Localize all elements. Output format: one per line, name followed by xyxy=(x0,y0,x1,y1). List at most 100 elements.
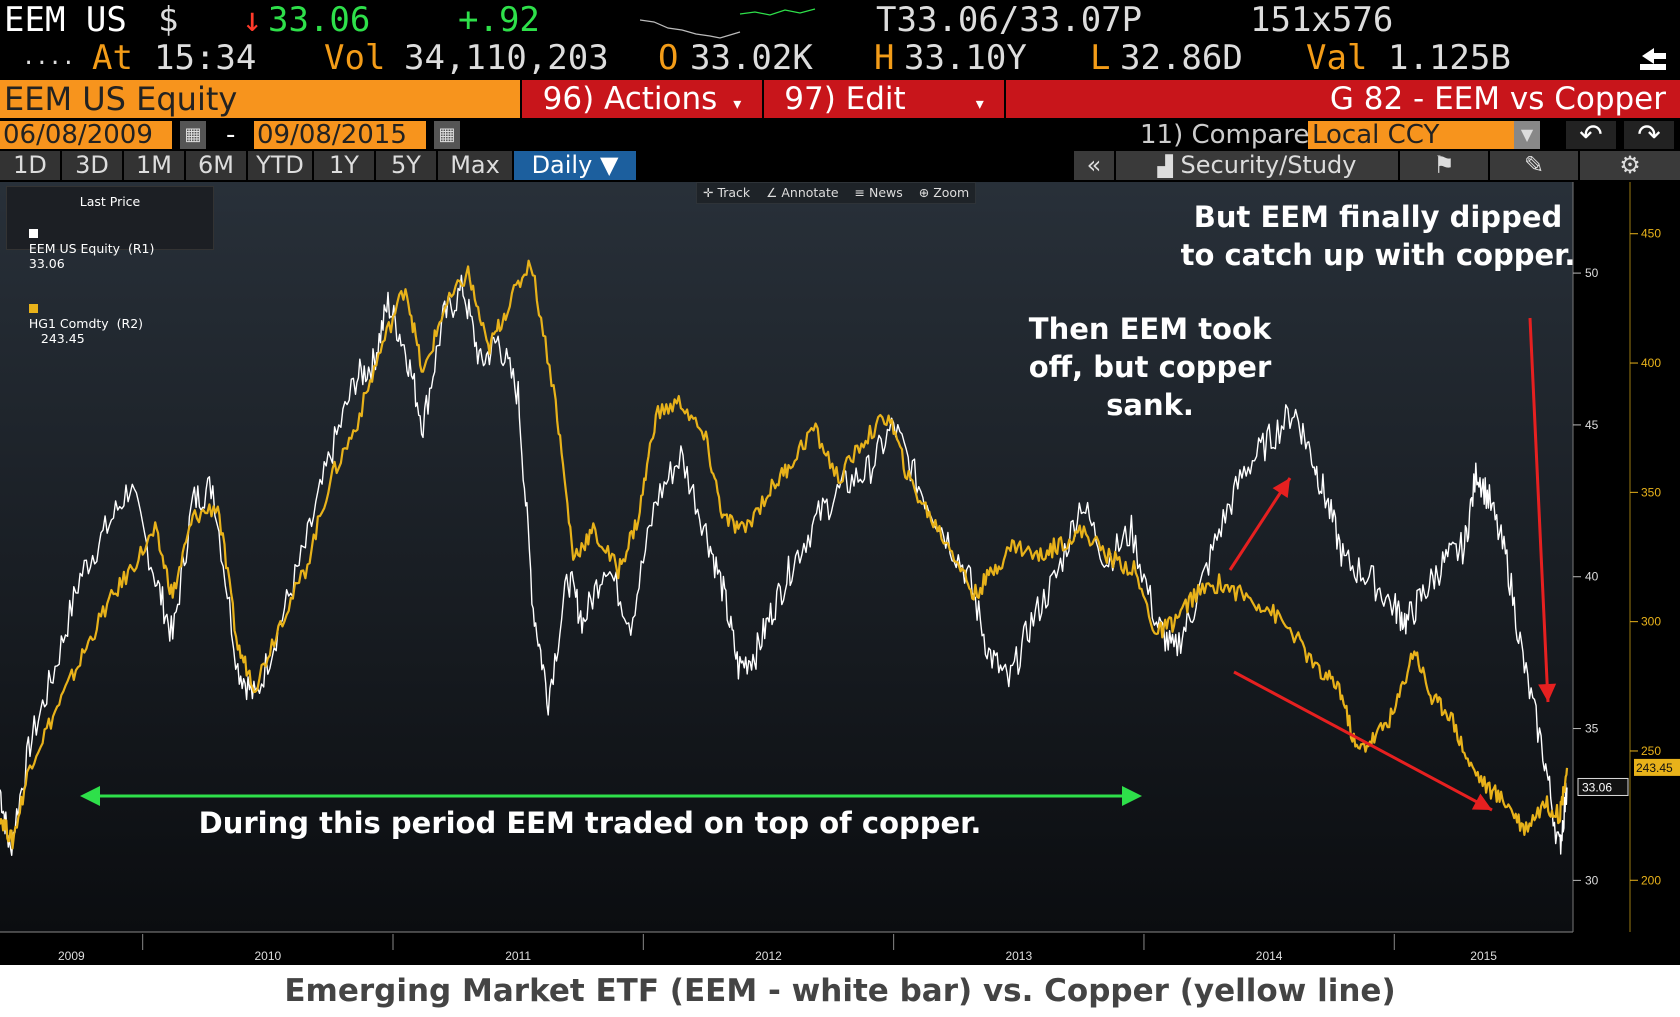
price-tags: 33.06 243.45 xyxy=(1577,758,1680,796)
zoom-label: Zoom xyxy=(933,185,970,200)
green-range-arrow-left-head xyxy=(80,786,100,806)
volume: 34,110,203 xyxy=(404,38,609,78)
figure-caption: Emerging Market ETF (EEM - white bar) vs… xyxy=(0,965,1680,1017)
last-price: 33.06 xyxy=(268,0,371,40)
ticker[interactable]: EEM US xyxy=(4,0,127,40)
edit-menu[interactable]: 97) Edit ▾ xyxy=(764,80,1004,118)
security-study-button[interactable]: ▟ Security/Study xyxy=(1116,151,1398,180)
x-tick-label: 2012 xyxy=(755,949,782,963)
tab-1d[interactable]: 1D xyxy=(0,151,60,180)
value-label: Val xyxy=(1306,38,1368,78)
redo-arrow-icon[interactable]: ↷ xyxy=(1624,121,1674,149)
date-separator: - xyxy=(226,120,236,150)
compare-label[interactable]: 11) Compare xyxy=(1140,120,1310,150)
r1-tick-label: 40 xyxy=(1585,570,1599,584)
annotation-bottom: During this period EEM traded on top of … xyxy=(198,806,982,840)
tab-ytd[interactable]: YTD xyxy=(248,151,312,180)
low-label: L xyxy=(1090,38,1111,78)
price-change: +.92 xyxy=(458,0,540,40)
at-label: At xyxy=(92,38,133,78)
plot-area xyxy=(0,182,1573,932)
chart-icon: ▟ xyxy=(1157,154,1173,178)
r2-tick-label: 450 xyxy=(1641,227,1661,241)
currency-select[interactable]: Local CCY xyxy=(1308,121,1514,149)
currency: $ xyxy=(158,0,179,40)
news-label: News xyxy=(868,185,903,200)
x-tick-label: 2010 xyxy=(254,949,281,963)
end-date-input[interactable]: 09/08/2015 xyxy=(254,121,426,149)
tab-3d[interactable]: 3D xyxy=(62,151,122,180)
flag-icon[interactable]: ⚑ xyxy=(1400,151,1488,180)
legend-title: Last Price xyxy=(79,194,141,209)
annotation-arrows xyxy=(80,317,1557,812)
r1-tick-label: 45 xyxy=(1585,418,1599,432)
r1-axis: 30 35 40 45 50 xyxy=(1572,182,1599,932)
quote-header: EEM US $ ↓ 33.06 +.92 T33.06/33.07P 151x… xyxy=(0,0,1680,80)
red-arrow-copper-down xyxy=(1233,670,1493,812)
r2-tick-label: 250 xyxy=(1641,744,1661,758)
dropdown-arrow-icon[interactable]: ▼ xyxy=(1514,121,1540,149)
price-chart[interactable]: 2009 2010 2011 2012 2013 2014 2015 3035404550 … xyxy=(0,182,1680,965)
security-field[interactable]: EEM US Equity xyxy=(0,80,520,118)
pencil-icon[interactable]: ✎ xyxy=(1490,151,1578,180)
annotate-label: Annotate xyxy=(781,185,839,200)
legend-item: EEM US Equity (R1) 33.06 xyxy=(13,211,213,286)
export-icon[interactable] xyxy=(1638,44,1670,74)
r1-tick-label: 35 xyxy=(1585,722,1599,736)
sparkline-icon xyxy=(640,8,816,39)
chart-legend: Last Price EEM US Equity (R1) 33.06 HG1 … xyxy=(6,186,214,346)
calendar-icon[interactable]: ▦ xyxy=(180,121,206,149)
r2-tick-label: 300 xyxy=(1641,615,1661,629)
legend-item-value: 33.06 xyxy=(28,256,65,271)
collapse-button[interactable]: « xyxy=(1074,151,1114,180)
down-arrow-icon: ↓ xyxy=(242,0,263,40)
volume-label: Vol xyxy=(324,38,386,78)
quote-time: 15:34 xyxy=(154,38,257,78)
red-arrow-eem-dip xyxy=(1528,317,1550,703)
green-range-arrow-right-head xyxy=(1122,786,1142,806)
open-label: O xyxy=(658,38,679,78)
undo-arrow-icon[interactable]: ↶ xyxy=(1566,121,1616,149)
period-label: Daily xyxy=(531,151,593,179)
track-label: Track xyxy=(717,185,751,200)
x-tick-label: 2014 xyxy=(1256,949,1283,963)
track-button[interactable]: ✛ Track xyxy=(703,185,751,200)
security-study-label: Security/Study xyxy=(1180,151,1357,179)
r2-axis: 200 250 300 350 400 450 xyxy=(1629,182,1661,932)
tab-6m[interactable]: 6M xyxy=(186,151,246,180)
red-arrow-copper-down-head xyxy=(1471,793,1492,810)
legend-item-label: EEM US Equity (R1) xyxy=(28,241,155,256)
period-select[interactable]: Daily ▼ xyxy=(514,151,636,180)
tab-max[interactable]: Max xyxy=(438,151,512,180)
zoom-button[interactable]: ⊕ Zoom xyxy=(918,185,970,200)
traded-value: 1.125B xyxy=(1388,38,1511,78)
legend-swatch xyxy=(28,304,38,313)
graph-title: G 82 - EEM vs Copper xyxy=(1006,80,1680,118)
tab-1m[interactable]: 1M xyxy=(124,151,184,180)
calendar-icon[interactable]: ▦ xyxy=(434,121,460,149)
dots: .... xyxy=(22,45,75,70)
eem-series-line xyxy=(0,274,1568,856)
bid-ask: T33.06/33.07P xyxy=(876,0,1143,40)
x-tick-label: 2013 xyxy=(1005,949,1032,963)
dropdown-arrow-icon: ▼ xyxy=(599,151,619,179)
eem-price-tag-box xyxy=(1577,777,1629,796)
high-price: 33.10Y xyxy=(904,38,1027,78)
news-button[interactable]: ≡ News xyxy=(854,185,903,200)
annotation-top-right: But EEM finally dipped to catch up with … xyxy=(1180,200,1576,272)
edit-label: 97) Edit xyxy=(784,81,906,117)
copper-series-line xyxy=(0,259,1569,850)
gear-icon[interactable]: ⚙ xyxy=(1580,151,1680,180)
annotate-button[interactable]: ∠ Annotate xyxy=(766,185,839,200)
tab-1y[interactable]: 1Y xyxy=(314,151,374,180)
actions-menu[interactable]: 96) Actions ▾ xyxy=(522,80,762,118)
x-tick-label: 2011 xyxy=(505,949,531,963)
actions-label: 96) Actions xyxy=(542,81,718,117)
r2-tick-label: 350 xyxy=(1641,485,1661,499)
start-date-input[interactable]: 06/08/2009 xyxy=(0,121,172,149)
legend-item-value: 243.45 xyxy=(40,331,85,346)
low-price: 32.86D xyxy=(1120,38,1243,78)
tab-5y[interactable]: 5Y xyxy=(376,151,436,180)
annotation-middle: Then EEM took off, but copper sank. xyxy=(1028,312,1272,422)
open-price: 33.02K xyxy=(690,38,813,78)
